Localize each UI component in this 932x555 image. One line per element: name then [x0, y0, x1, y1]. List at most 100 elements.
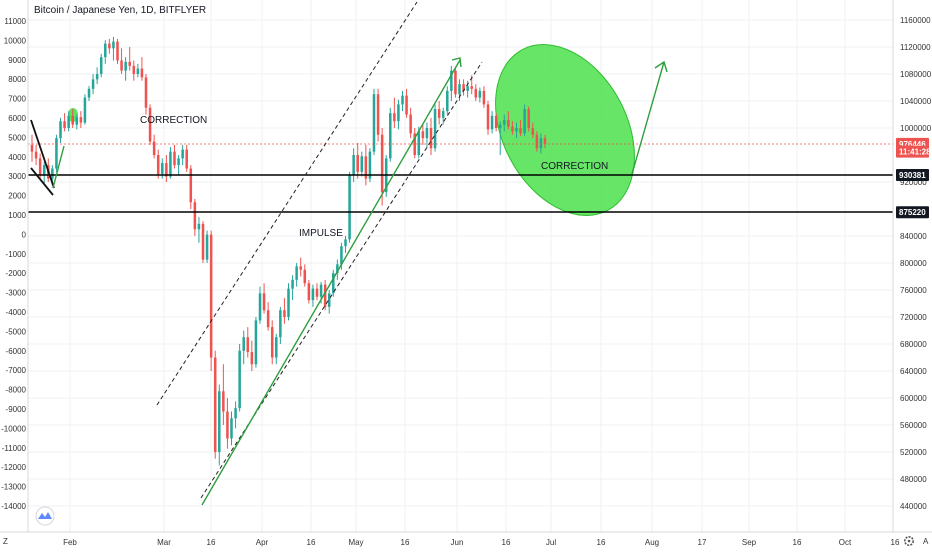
candle-body[interactable]: [283, 310, 286, 317]
candle-body[interactable]: [128, 61, 131, 66]
time-axis[interactable]: Feb Mar 16 Apr 16 May 16 Jun 16 Jul 16 Aug 17 Sep 16 Oc…: [63, 538, 900, 547]
candle-body[interactable]: [148, 107, 152, 142]
candle-body[interactable]: [466, 86, 469, 91]
corner-right-label[interactable]: A: [923, 537, 929, 546]
candle-body[interactable]: [193, 202, 197, 230]
candle-body[interactable]: [266, 310, 270, 328]
candle-body[interactable]: [332, 273, 335, 294]
candle-body[interactable]: [458, 84, 461, 95]
left-axis[interactable]: 1100010000900080007000600050004000300020…: [1, 17, 26, 511]
candle-body[interactable]: [539, 138, 543, 149]
candle-body[interactable]: [352, 155, 355, 176]
candle-body[interactable]: [99, 57, 103, 74]
candle-body[interactable]: [498, 124, 502, 128]
impulse-trend-line[interactable]: [201, 59, 461, 506]
candle-body[interactable]: [112, 41, 115, 49]
candle-body[interactable]: [511, 126, 514, 132]
gear-icon[interactable]: [903, 535, 914, 546]
candle-body[interactable]: [291, 279, 294, 289]
candle-body[interactable]: [120, 60, 123, 71]
candle-body[interactable]: [79, 117, 83, 123]
candle-body[interactable]: [91, 79, 95, 89]
candle-body[interactable]: [230, 418, 233, 439]
candle-body[interactable]: [238, 350, 241, 409]
candle-body[interactable]: [262, 293, 266, 311]
candle-body[interactable]: [95, 74, 99, 80]
early-rise-line[interactable]: [52, 145, 65, 189]
candle-body[interactable]: [503, 119, 506, 125]
candle-body[interactable]: [446, 90, 449, 112]
candle-body[interactable]: [515, 128, 518, 132]
candle-body[interactable]: [258, 293, 262, 321]
candle-body[interactable]: [185, 149, 188, 169]
candle-body[interactable]: [348, 175, 351, 240]
candle-body[interactable]: [376, 94, 380, 135]
candle-body[interactable]: [63, 121, 66, 128]
candle-body[interactable]: [83, 97, 87, 123]
candle-body[interactable]: [323, 284, 327, 307]
candle-body[interactable]: [213, 357, 217, 453]
channel-upper-dashed-line[interactable]: [156, 1, 418, 406]
candle-body[interactable]: [527, 109, 530, 128]
candle-body[interactable]: [364, 156, 368, 179]
candle-body[interactable]: [344, 239, 347, 247]
candle-body[interactable]: [140, 68, 144, 78]
candle-body[interactable]: [494, 115, 498, 128]
candle-body[interactable]: [275, 337, 278, 358]
early-drop-line[interactable]: [30, 119, 55, 189]
candle-body[interactable]: [356, 155, 359, 172]
candle-body[interactable]: [523, 109, 526, 134]
candle-body[interactable]: [409, 114, 412, 134]
candle-body[interactable]: [372, 94, 376, 152]
candle-body[interactable]: [254, 320, 258, 365]
candle-body[interactable]: [51, 168, 54, 179]
candle-body[interactable]: [87, 88, 91, 98]
candle-body[interactable]: [478, 90, 482, 98]
candle-body[interactable]: [30, 144, 34, 152]
tradingview-logo-icon[interactable]: [35, 506, 55, 526]
candle-body[interactable]: [55, 138, 58, 169]
candle-body[interactable]: [413, 133, 416, 155]
candle-body[interactable]: [218, 391, 221, 452]
right-axis[interactable]: 1160000 1120000 1080000 1040000 1000000 92000…: [900, 16, 932, 511]
candle-body[interactable]: [136, 68, 140, 74]
candle-body[interactable]: [470, 86, 473, 89]
candle-body[interactable]: [474, 88, 478, 98]
candle-body[interactable]: [393, 113, 396, 122]
projection-arrow-line[interactable]: [631, 61, 665, 175]
candle-body[interactable]: [116, 41, 119, 61]
candle-body[interactable]: [319, 284, 323, 297]
candle-body[interactable]: [450, 70, 453, 91]
candle-body[interactable]: [108, 43, 111, 49]
candle-body[interactable]: [209, 234, 213, 358]
candle-body[interactable]: [104, 43, 107, 58]
candle-body[interactable]: [67, 115, 70, 128]
candle-body[interactable]: [246, 337, 250, 353]
candle-body[interactable]: [405, 95, 408, 115]
corner-left-label[interactable]: Z: [3, 537, 8, 546]
candle-body[interactable]: [270, 327, 274, 358]
candle-body[interactable]: [421, 131, 425, 139]
candle-body[interactable]: [336, 264, 339, 274]
candle-body[interactable]: [201, 223, 205, 260]
candle-body[interactable]: [454, 70, 457, 95]
candle-body[interactable]: [401, 95, 404, 105]
candle-body[interactable]: [315, 288, 319, 297]
candle-body[interactable]: [507, 119, 510, 127]
candle-body[interactable]: [242, 337, 245, 351]
candle-body[interactable]: [441, 111, 445, 118]
candle-body[interactable]: [71, 115, 74, 125]
candle-body[interactable]: [181, 149, 184, 159]
candle-body[interactable]: [156, 155, 160, 174]
candle-body[interactable]: [250, 352, 254, 365]
candle-body[interactable]: [486, 104, 490, 130]
candle-body[interactable]: [75, 117, 79, 125]
candle-body[interactable]: [380, 134, 384, 193]
candle-body[interactable]: [205, 234, 209, 260]
candle-body[interactable]: [389, 113, 392, 159]
candle-body[interactable]: [287, 288, 290, 317]
candle-body[interactable]: [311, 288, 315, 301]
candle-body[interactable]: [307, 283, 311, 301]
